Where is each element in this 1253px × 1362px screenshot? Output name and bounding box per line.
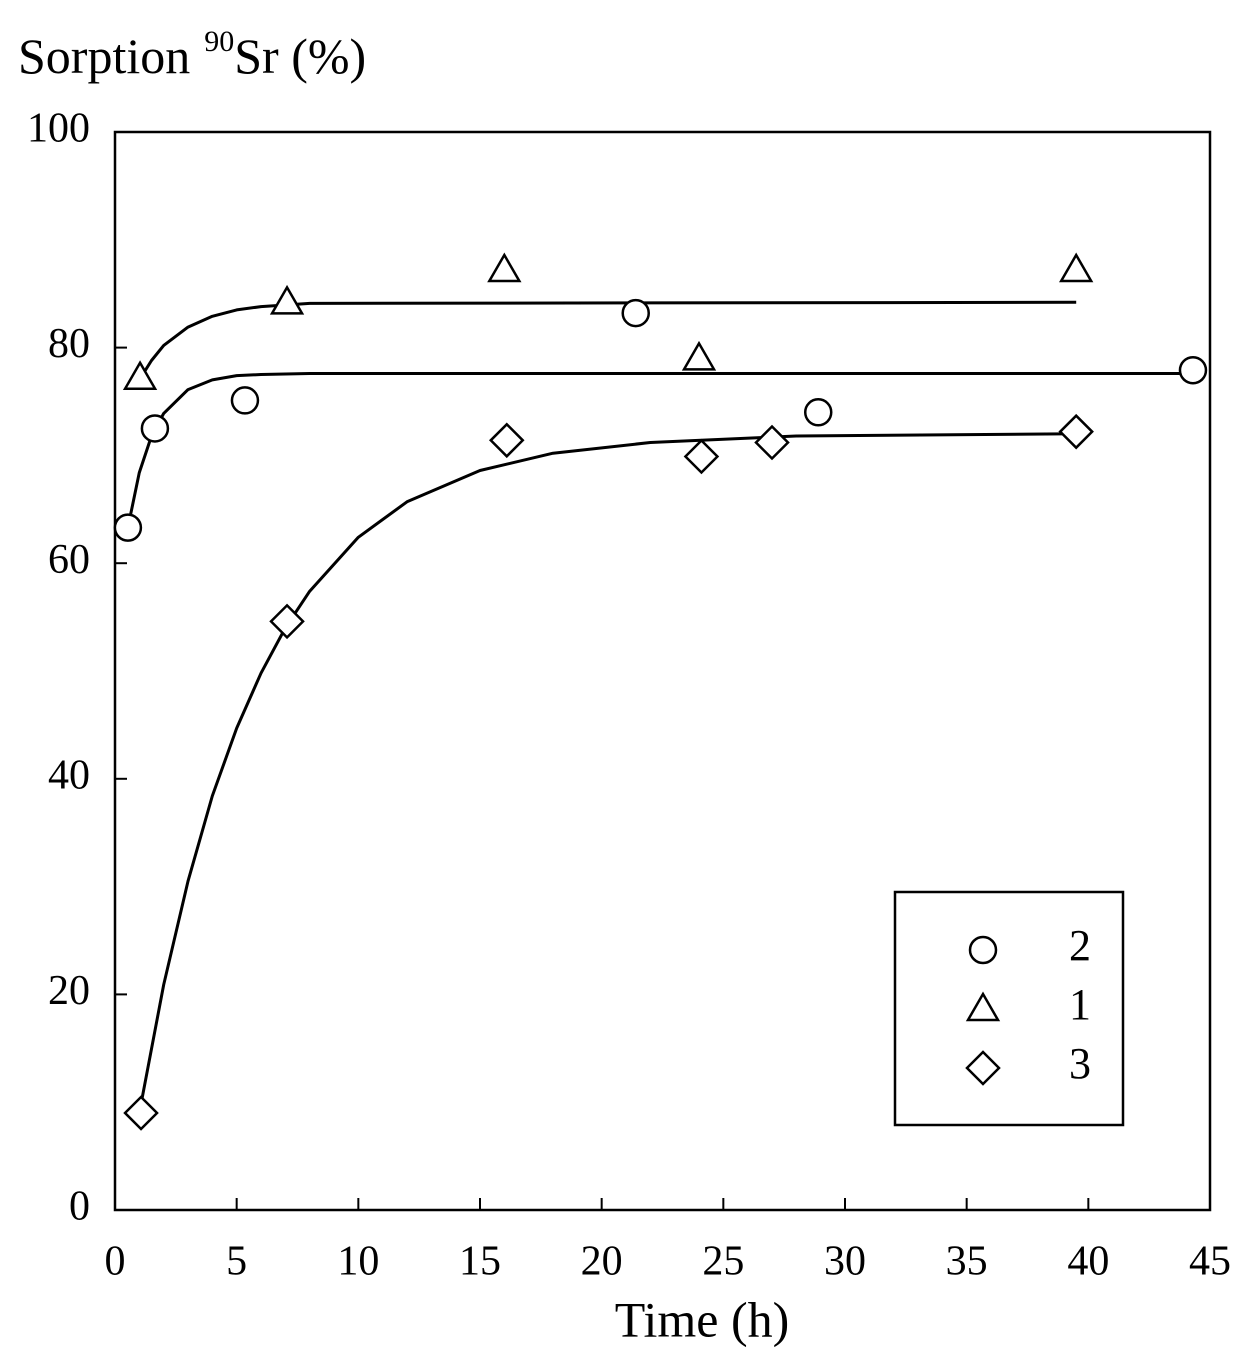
plot-frame bbox=[113, 130, 1212, 1212]
marker bbox=[621, 298, 650, 328]
marker bbox=[140, 414, 170, 443]
marker bbox=[683, 438, 720, 475]
marker bbox=[754, 424, 790, 461]
marker bbox=[968, 935, 998, 965]
x-tick-label: 45 bbox=[1189, 1239, 1231, 1285]
marker bbox=[488, 422, 525, 459]
marker bbox=[1178, 355, 1208, 385]
marker bbox=[1059, 252, 1094, 283]
legend: 2 1 3 bbox=[893, 890, 1125, 1127]
marker bbox=[230, 386, 260, 415]
legend-label: 1 bbox=[1069, 980, 1091, 1029]
x-tick-label: 40 bbox=[1067, 1239, 1109, 1285]
marker bbox=[487, 252, 522, 283]
marker bbox=[123, 1095, 159, 1131]
marker bbox=[803, 398, 833, 427]
fit-curve bbox=[137, 432, 1077, 1114]
marker bbox=[269, 603, 305, 640]
marker bbox=[113, 513, 143, 542]
x-tick-label: 25 bbox=[702, 1239, 744, 1285]
x-tick-label: 15 bbox=[459, 1239, 501, 1285]
y-tick-label: 60 bbox=[48, 537, 90, 583]
y-tick-label: 40 bbox=[48, 752, 90, 798]
x-tick-label: 20 bbox=[581, 1239, 623, 1285]
marker bbox=[965, 1050, 1001, 1086]
marker bbox=[269, 284, 305, 315]
y-tick-label: 20 bbox=[48, 968, 90, 1014]
legend-label: 3 bbox=[1069, 1039, 1091, 1088]
x-tick-label: 5 bbox=[226, 1239, 247, 1285]
marker bbox=[965, 991, 1001, 1022]
marker bbox=[1058, 413, 1094, 450]
legend-box bbox=[893, 890, 1125, 1127]
y-tick-label: 80 bbox=[48, 321, 90, 367]
y-axis-label: Sorption 90Sr (%) bbox=[18, 25, 366, 85]
marker bbox=[681, 340, 717, 371]
x-tick-label: 30 bbox=[824, 1239, 866, 1285]
x-tick-label: 35 bbox=[946, 1239, 988, 1285]
marker bbox=[122, 360, 158, 391]
x-axis-label: Time (h) bbox=[615, 1291, 790, 1347]
x-tick-label: 0 bbox=[105, 1239, 126, 1285]
y-tick-label: 0 bbox=[69, 1184, 90, 1230]
y-tick-label: 100 bbox=[27, 106, 90, 152]
y-label-suffix: Sr (%) bbox=[234, 28, 366, 84]
x-tick-label: 10 bbox=[337, 1239, 379, 1285]
fit-curve bbox=[125, 372, 1193, 532]
legend-label: 2 bbox=[1069, 921, 1091, 970]
y-label-superscript: 90 bbox=[204, 25, 234, 58]
y-label-prefix: Sorption bbox=[18, 28, 190, 84]
